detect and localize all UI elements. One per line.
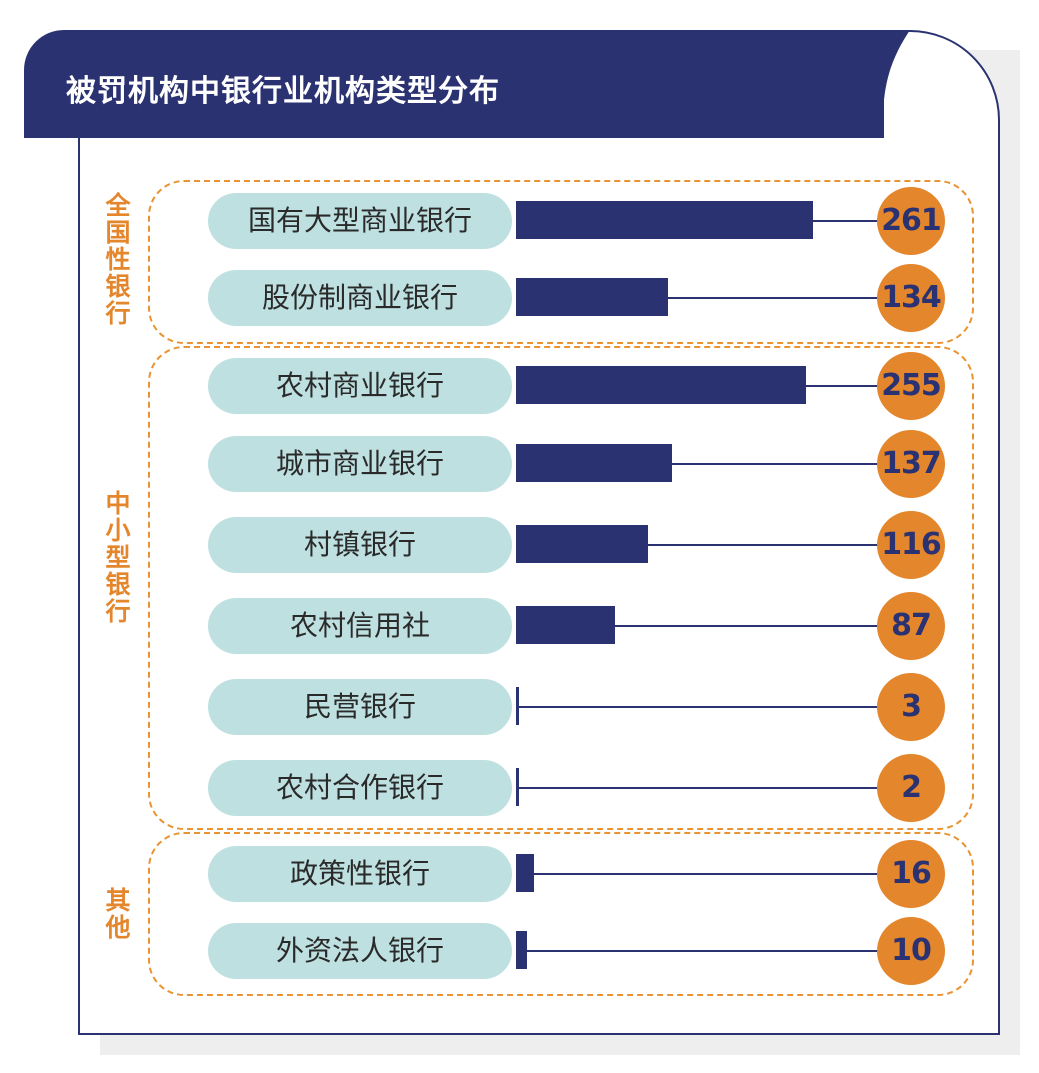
bar [516,606,615,644]
category-label: 股份制商业银行 [208,270,512,326]
group-box-small-medium [148,346,974,830]
chart-title: 被罚机构中银行业机构类型分布 [66,74,500,109]
category-label: 政策性银行 [208,846,512,902]
value-label: 137 [877,430,945,498]
bar [516,768,519,806]
value-label: 10 [877,917,945,985]
bar [516,278,669,316]
bar-row: 政策性银行 16 [0,840,1039,908]
bar-row: 股份制商业银行 134 [0,264,1039,332]
bar-connector [516,297,880,299]
group-label-small-medium: 中小型银行 [105,489,131,626]
bar [516,201,813,239]
bar-connector [516,706,880,708]
bar-connector [516,625,880,627]
group-label-other: 其他 [105,886,131,942]
bar-row: 农村信用社 87 [0,592,1039,660]
bar-connector [516,950,880,952]
category-label: 国有大型商业银行 [208,193,512,249]
bar [516,366,807,404]
bar-connector [516,544,880,546]
category-label: 民营银行 [208,679,512,735]
bar [516,687,520,725]
title-banner-curve [880,30,910,138]
value-label: 116 [877,511,945,579]
bar-connector [516,787,880,789]
category-label: 村镇银行 [208,517,512,573]
bar [516,854,535,892]
bar [516,444,672,482]
bar [516,525,648,563]
category-label: 农村合作银行 [208,760,512,816]
bar-row: 城市商业银行 137 [0,430,1039,498]
bar-row: 农村合作银行 2 [0,754,1039,822]
value-label: 134 [877,264,945,332]
value-label: 2 [877,754,945,822]
group-box-national [148,180,974,344]
value-label: 16 [877,840,945,908]
group-label-national: 全国性银行 [105,191,131,328]
group-box-other [148,832,974,996]
category-label: 外资法人银行 [208,923,512,979]
bar-row: 国有大型商业银行 261 [0,187,1039,255]
value-label: 255 [877,352,945,420]
category-label: 农村信用社 [208,598,512,654]
value-label: 87 [877,592,945,660]
bar-row: 农村商业银行 255 [0,352,1039,420]
bar-connector [516,873,880,875]
bar-row: 民营银行 3 [0,673,1039,741]
value-label: 3 [877,673,945,741]
value-label: 261 [877,187,945,255]
category-label: 城市商业银行 [208,436,512,492]
category-label: 农村商业银行 [208,358,512,414]
bar-row: 外资法人银行 10 [0,917,1039,985]
bar-connector [516,463,880,465]
title-banner [24,30,884,138]
bar-row: 村镇银行 116 [0,511,1039,579]
bar [516,931,528,969]
